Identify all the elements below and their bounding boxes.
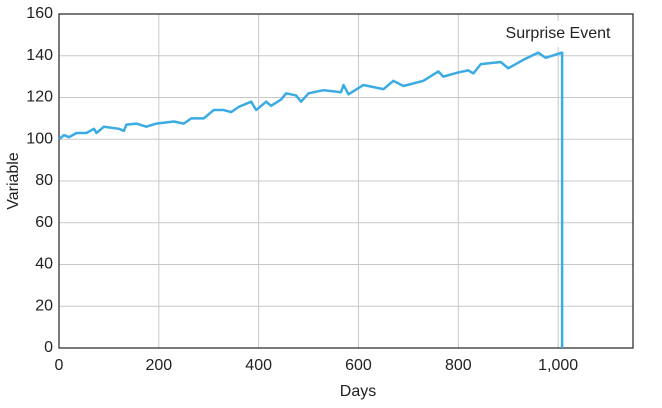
x-tick-label: 200 xyxy=(145,357,172,374)
y-tick-label: 120 xyxy=(26,89,53,106)
plot-frame xyxy=(58,13,634,349)
y-tick-label: 80 xyxy=(35,172,53,189)
y-axis-label: Variable xyxy=(5,152,22,210)
y-tick-label: 0 xyxy=(44,339,53,356)
x-axis-label: Days xyxy=(340,383,376,400)
x-tick-label: 1,000 xyxy=(538,357,578,374)
x-tick-label: 800 xyxy=(445,357,472,374)
y-tick-label: 20 xyxy=(35,297,53,314)
x-tick-label: 0 xyxy=(55,357,64,374)
x-tick-label: 400 xyxy=(245,357,272,374)
annotation: Surprise Event xyxy=(506,25,611,42)
x-tick-label: 600 xyxy=(345,357,372,374)
annotation-box xyxy=(495,21,622,47)
y-tick-label: 40 xyxy=(35,256,53,273)
y-tick-label: 140 xyxy=(26,47,53,64)
y-tick-label: 160 xyxy=(26,5,53,22)
y-tick-label: 100 xyxy=(26,130,53,147)
data-line xyxy=(58,51,564,348)
y-tick-label: 60 xyxy=(35,214,53,231)
